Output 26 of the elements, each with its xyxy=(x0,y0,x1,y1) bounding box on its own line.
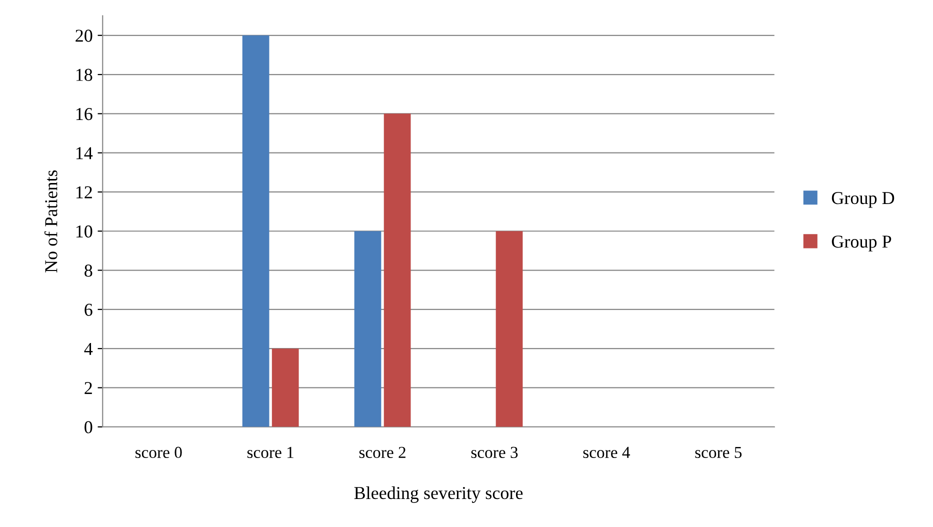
bar xyxy=(384,114,411,427)
y-tick-label: 16 xyxy=(76,108,92,120)
bar xyxy=(354,231,382,427)
x-tick-label: score 5 xyxy=(695,446,742,458)
y-tick-label: 14 xyxy=(76,147,93,160)
bar xyxy=(242,35,270,427)
x-tick-label: score 0 xyxy=(135,446,182,458)
y-tick-label: 2 xyxy=(84,382,92,394)
y-tick-label: 12 xyxy=(76,186,92,198)
x-tick-label: score 3 xyxy=(471,446,518,458)
bar xyxy=(272,348,299,427)
x-tick-label: score 4 xyxy=(583,446,630,458)
x-axis-title: Bleeding severity score xyxy=(354,486,523,503)
y-tick-label: 20 xyxy=(76,30,92,42)
legend-label: Group D xyxy=(832,192,894,208)
y-tick-label: 0 xyxy=(84,421,92,434)
y-tick-label: 6 xyxy=(84,304,92,316)
x-tick-label: score 2 xyxy=(359,446,406,458)
y-tick-label: 18 xyxy=(76,68,92,81)
bar xyxy=(496,231,523,427)
legend-label: Group P xyxy=(832,236,892,252)
y-axis-title: No of Patients xyxy=(44,170,58,272)
y-tick-label: 10 xyxy=(76,225,92,238)
y-tick-label: 8 xyxy=(84,264,92,277)
x-tick-label: score 1 xyxy=(247,446,294,458)
y-tick-label: 4 xyxy=(84,342,93,355)
